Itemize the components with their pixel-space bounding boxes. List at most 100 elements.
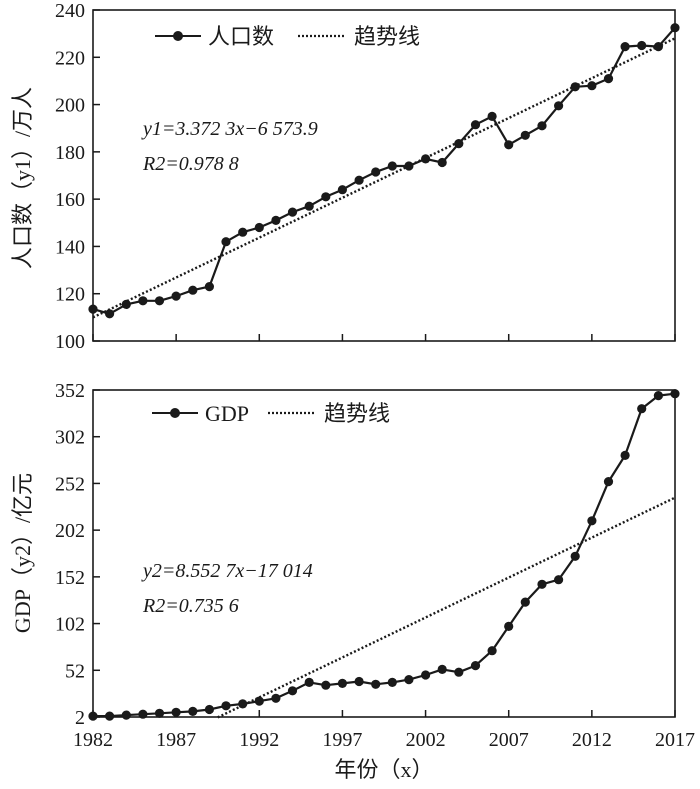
y-tick-label: 252 [55,473,85,495]
data-point [520,130,530,140]
data-point [637,40,647,51]
data-point [637,404,647,414]
y-axis-title: GDP（y2）/亿元 [10,473,35,633]
legend-trend-label: 趋势线 [354,24,420,49]
x-tick-label: 1997 [322,729,362,751]
data-point [171,707,181,717]
data-point [354,676,364,687]
x-tick-label: 2012 [572,729,612,751]
data-point [304,677,314,688]
data-point [105,309,115,319]
data-point [387,161,397,171]
x-tick-label: 2007 [489,729,529,751]
data-point [470,120,481,130]
data-point [271,215,281,225]
data-point [437,664,447,675]
y-tick-label: 140 [55,236,85,258]
data-point [287,686,298,696]
data-point [121,299,131,309]
legend: 人口数 趋势线 [155,24,420,49]
data-point [404,675,414,685]
series-layer [88,23,680,319]
y-tick-label: 52 [65,660,85,682]
legend-series-label: 人口数 [208,24,274,49]
data-point [554,575,564,585]
series-line [93,392,676,718]
data-point [254,696,264,706]
data-point [138,296,148,306]
x-axis-title: 年份（x） [334,757,433,782]
data-point [620,42,630,52]
data-point [88,711,98,721]
data-point [221,237,231,247]
data-point [537,121,547,131]
data-point [204,704,214,715]
data-point [238,227,248,237]
y-tick-label: 200 [55,95,85,117]
data-point [421,154,431,164]
data-point [321,192,331,202]
data-point [504,621,514,632]
data-point [504,140,514,150]
legend-series-marker [170,408,180,418]
y-tick-label: 180 [55,142,85,164]
data-point [154,296,165,306]
data-point [454,139,464,149]
data-point [437,157,447,168]
data-point [470,661,481,671]
y-tick-label: 160 [55,189,85,211]
data-point [670,389,680,399]
y-tick-label: 220 [55,47,85,69]
legend-trend-label: 趋势线 [324,401,390,426]
y-tick-label: 102 [55,614,85,636]
y-axis-ticks: 100 120 140 160 180 200 220 240 [55,0,100,353]
data-point [570,82,580,92]
trend-line [217,496,676,719]
data-point [254,222,264,233]
data-point [371,167,381,177]
data-point [304,201,314,211]
data-point [88,304,98,314]
data-point [520,597,530,607]
trend-layer [217,496,676,719]
y-tick-label: 202 [55,520,85,542]
data-point [487,646,497,656]
data-point [603,477,614,487]
data-point [287,207,298,217]
data-point [271,693,281,703]
data-point [421,670,431,680]
data-point [587,81,597,91]
data-point [570,551,580,561]
y-tick-label: 152 [55,567,85,589]
data-point [121,710,131,720]
series-layer [88,389,680,721]
data-point [221,701,231,711]
y-tick-label: 120 [55,284,85,306]
data-point [105,711,115,721]
trend-line [92,37,676,319]
data-point [371,679,381,689]
data-point [204,282,214,292]
data-point [454,667,464,677]
data-point [337,678,347,689]
y-tick-label: 352 [55,380,85,402]
data-point [321,680,331,690]
data-point [537,579,547,589]
plot-frame [92,389,676,718]
legend-series-label: GDP [205,401,249,426]
x-tick-label: 1992 [239,729,279,751]
data-point [188,285,198,295]
trend-layer [92,37,676,319]
x-axis-ticks [92,334,676,341]
r-squared: R2=0.735 6 [142,595,239,617]
regression-equation: y1=3.372 3x−6 573.9 [141,118,318,140]
legend-series-marker [173,31,183,41]
x-tick-label: 2002 [406,729,446,751]
x-tick-label: 1987 [156,729,196,751]
data-point [603,74,614,84]
data-point [554,101,564,111]
x-tick-label: 2017 [655,729,695,751]
data-point [653,42,664,52]
